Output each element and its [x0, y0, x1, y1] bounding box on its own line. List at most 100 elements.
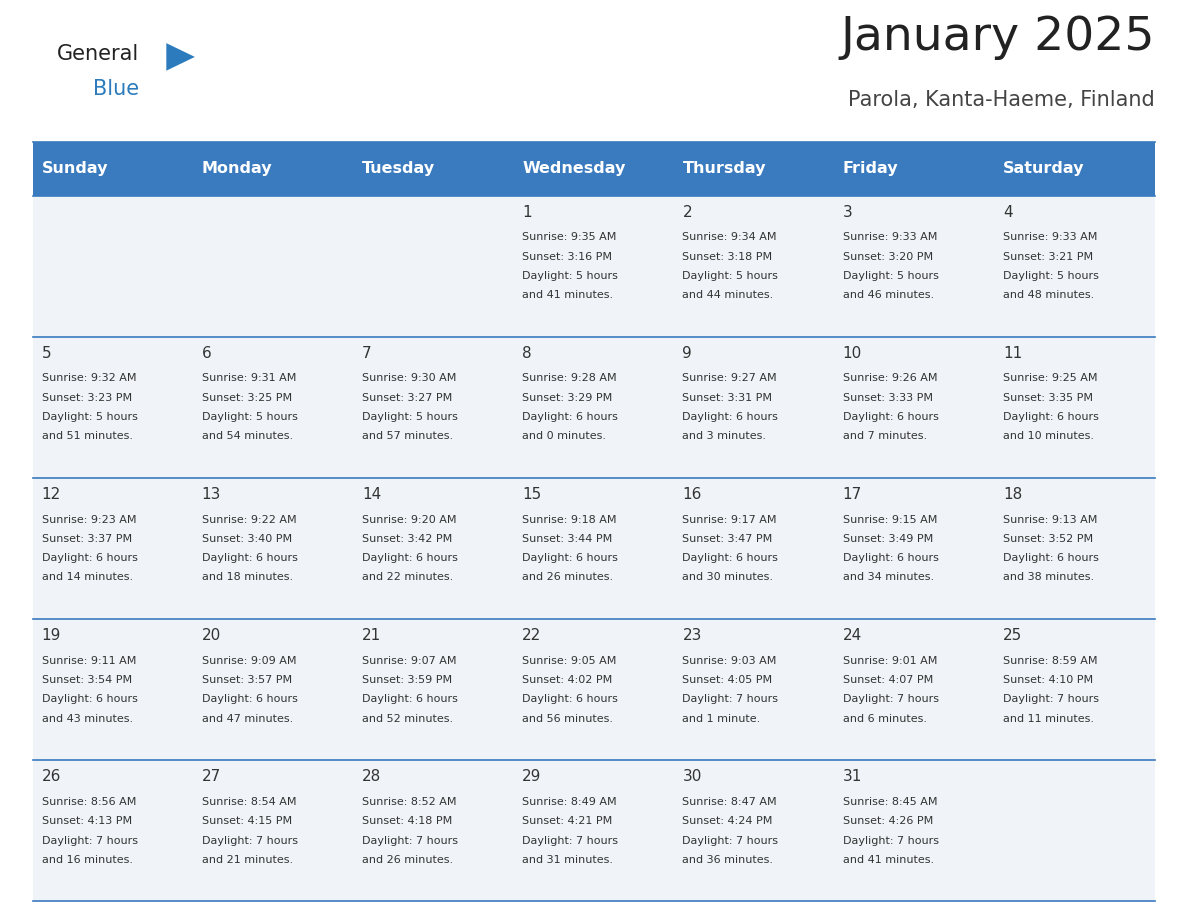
Text: Sunset: 3:27 PM: Sunset: 3:27 PM: [362, 393, 453, 403]
Text: Sunrise: 9:17 AM: Sunrise: 9:17 AM: [682, 515, 777, 524]
Text: and 16 minutes.: and 16 minutes.: [42, 855, 133, 865]
FancyBboxPatch shape: [674, 142, 834, 196]
Text: Sunset: 3:25 PM: Sunset: 3:25 PM: [202, 393, 292, 403]
Text: 27: 27: [202, 769, 221, 785]
Text: and 48 minutes.: and 48 minutes.: [1003, 290, 1094, 300]
Text: Sunset: 3:33 PM: Sunset: 3:33 PM: [842, 393, 933, 403]
Text: Sunrise: 9:13 AM: Sunrise: 9:13 AM: [1003, 515, 1098, 524]
Text: January 2025: January 2025: [840, 15, 1155, 60]
Text: Daylight: 6 hours: Daylight: 6 hours: [202, 694, 298, 704]
Text: Sunset: 4:07 PM: Sunset: 4:07 PM: [842, 675, 933, 685]
Text: Sunset: 3:35 PM: Sunset: 3:35 PM: [1003, 393, 1093, 403]
Text: Daylight: 7 hours: Daylight: 7 hours: [682, 835, 778, 845]
Text: Sunset: 3:21 PM: Sunset: 3:21 PM: [1003, 252, 1093, 262]
Text: Daylight: 6 hours: Daylight: 6 hours: [362, 694, 457, 704]
Text: Daylight: 7 hours: Daylight: 7 hours: [842, 835, 939, 845]
Text: Saturday: Saturday: [1003, 162, 1085, 176]
Text: Daylight: 6 hours: Daylight: 6 hours: [1003, 554, 1099, 563]
Text: 15: 15: [523, 487, 542, 502]
Text: Daylight: 7 hours: Daylight: 7 hours: [42, 835, 138, 845]
Text: Daylight: 6 hours: Daylight: 6 hours: [42, 554, 138, 563]
Text: 7: 7: [362, 346, 372, 361]
Text: Sunrise: 9:07 AM: Sunrise: 9:07 AM: [362, 655, 456, 666]
Text: Sunrise: 8:54 AM: Sunrise: 8:54 AM: [202, 797, 296, 807]
Text: and 44 minutes.: and 44 minutes.: [682, 290, 773, 300]
Text: 26: 26: [42, 769, 61, 785]
Text: Sunset: 3:59 PM: Sunset: 3:59 PM: [362, 675, 453, 685]
Text: Sunset: 4:15 PM: Sunset: 4:15 PM: [202, 816, 292, 826]
Text: Sunset: 3:37 PM: Sunset: 3:37 PM: [42, 534, 132, 543]
Text: Daylight: 7 hours: Daylight: 7 hours: [202, 835, 298, 845]
Text: and 41 minutes.: and 41 minutes.: [842, 855, 934, 865]
Text: and 26 minutes.: and 26 minutes.: [362, 855, 453, 865]
Text: Sunrise: 9:15 AM: Sunrise: 9:15 AM: [842, 515, 937, 524]
FancyBboxPatch shape: [354, 142, 514, 196]
Text: 20: 20: [202, 628, 221, 644]
Text: Daylight: 5 hours: Daylight: 5 hours: [1003, 271, 1099, 281]
Text: and 41 minutes.: and 41 minutes.: [523, 290, 613, 300]
Text: and 52 minutes.: and 52 minutes.: [362, 713, 453, 723]
Text: and 36 minutes.: and 36 minutes.: [682, 855, 773, 865]
Text: and 0 minutes.: and 0 minutes.: [523, 431, 606, 442]
Text: Thursday: Thursday: [682, 162, 766, 176]
Text: 5: 5: [42, 346, 51, 361]
Text: 29: 29: [523, 769, 542, 785]
Text: Sunset: 4:21 PM: Sunset: 4:21 PM: [523, 816, 613, 826]
Text: and 46 minutes.: and 46 minutes.: [842, 290, 934, 300]
Text: Sunset: 4:13 PM: Sunset: 4:13 PM: [42, 816, 132, 826]
Text: Daylight: 7 hours: Daylight: 7 hours: [682, 694, 778, 704]
Text: Blue: Blue: [93, 79, 139, 99]
Text: Parola, Kanta-Haeme, Finland: Parola, Kanta-Haeme, Finland: [848, 90, 1155, 110]
Text: Sunrise: 9:33 AM: Sunrise: 9:33 AM: [842, 232, 937, 242]
Text: and 10 minutes.: and 10 minutes.: [1003, 431, 1094, 442]
Text: General: General: [57, 44, 139, 64]
Text: and 3 minutes.: and 3 minutes.: [682, 431, 766, 442]
Text: 16: 16: [682, 487, 702, 502]
Text: 10: 10: [842, 346, 861, 361]
Text: 4: 4: [1003, 205, 1012, 219]
Text: 8: 8: [523, 346, 532, 361]
Text: Daylight: 6 hours: Daylight: 6 hours: [842, 412, 939, 422]
Text: Sunrise: 9:05 AM: Sunrise: 9:05 AM: [523, 655, 617, 666]
Text: Sunset: 3:52 PM: Sunset: 3:52 PM: [1003, 534, 1093, 543]
Text: Daylight: 7 hours: Daylight: 7 hours: [362, 835, 459, 845]
Text: 18: 18: [1003, 487, 1022, 502]
Text: Daylight: 6 hours: Daylight: 6 hours: [682, 554, 778, 563]
Text: Sunrise: 9:34 AM: Sunrise: 9:34 AM: [682, 232, 777, 242]
Text: and 30 minutes.: and 30 minutes.: [682, 573, 773, 582]
Text: Sunset: 4:26 PM: Sunset: 4:26 PM: [842, 816, 933, 826]
Text: and 38 minutes.: and 38 minutes.: [1003, 573, 1094, 582]
Text: Sunrise: 9:25 AM: Sunrise: 9:25 AM: [1003, 374, 1098, 384]
Text: Sunset: 3:18 PM: Sunset: 3:18 PM: [682, 252, 772, 262]
Text: 9: 9: [682, 346, 693, 361]
Text: 11: 11: [1003, 346, 1022, 361]
Text: 31: 31: [842, 769, 862, 785]
Text: 28: 28: [362, 769, 381, 785]
Text: Daylight: 5 hours: Daylight: 5 hours: [682, 271, 778, 281]
Text: Sunset: 3:49 PM: Sunset: 3:49 PM: [842, 534, 933, 543]
Text: Daylight: 6 hours: Daylight: 6 hours: [362, 554, 457, 563]
Text: 13: 13: [202, 487, 221, 502]
Text: Sunrise: 9:30 AM: Sunrise: 9:30 AM: [362, 374, 456, 384]
Text: and 1 minute.: and 1 minute.: [682, 713, 760, 723]
Text: and 31 minutes.: and 31 minutes.: [523, 855, 613, 865]
Text: Daylight: 6 hours: Daylight: 6 hours: [523, 694, 618, 704]
FancyBboxPatch shape: [33, 142, 194, 196]
Text: Sunrise: 9:27 AM: Sunrise: 9:27 AM: [682, 374, 777, 384]
Text: 12: 12: [42, 487, 61, 502]
Text: 17: 17: [842, 487, 861, 502]
Text: Sunset: 4:24 PM: Sunset: 4:24 PM: [682, 816, 773, 826]
Text: Daylight: 5 hours: Daylight: 5 hours: [362, 412, 457, 422]
Text: Daylight: 5 hours: Daylight: 5 hours: [523, 271, 618, 281]
Text: Sunset: 3:54 PM: Sunset: 3:54 PM: [42, 675, 132, 685]
Text: Daylight: 7 hours: Daylight: 7 hours: [842, 694, 939, 704]
Text: Sunset: 3:29 PM: Sunset: 3:29 PM: [523, 393, 613, 403]
Text: Sunrise: 9:33 AM: Sunrise: 9:33 AM: [1003, 232, 1098, 242]
Text: Daylight: 5 hours: Daylight: 5 hours: [202, 412, 298, 422]
FancyBboxPatch shape: [33, 337, 1155, 478]
Text: Sunrise: 9:35 AM: Sunrise: 9:35 AM: [523, 232, 617, 242]
Text: 25: 25: [1003, 628, 1022, 644]
Text: Sunset: 3:44 PM: Sunset: 3:44 PM: [523, 534, 613, 543]
Text: Sunrise: 8:45 AM: Sunrise: 8:45 AM: [842, 797, 937, 807]
Text: Daylight: 6 hours: Daylight: 6 hours: [682, 412, 778, 422]
